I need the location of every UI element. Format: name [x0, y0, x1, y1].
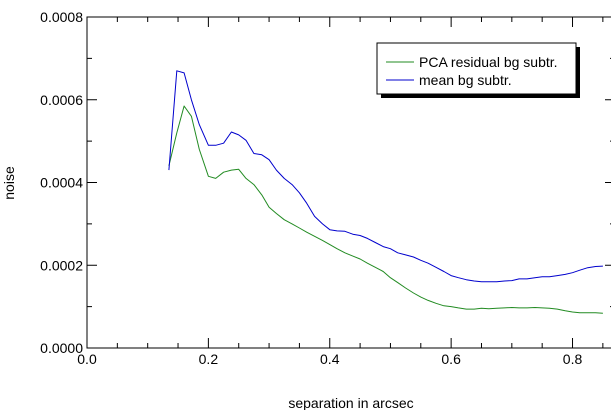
legend-box: [376, 42, 577, 95]
legend: PCA residual bg subtr. mean bg subtr.: [376, 42, 580, 98]
y-tick-label: 0.0006: [40, 92, 83, 108]
x-tick-label: 0.0: [77, 351, 97, 367]
axis-tick-labels: 0.0 0.2 0.4 0.6 0.8 0.0000 0.0002 0.0004 0.0006 0…: [40, 9, 582, 367]
x-axis-label: separation in arcsec: [288, 395, 413, 410]
y-tick-label: 0.0004: [40, 175, 83, 191]
legend-label-mean: mean bg subtr.: [419, 72, 512, 88]
series-lines: [168, 70, 603, 314]
y-tick-label: 0.0008: [40, 9, 83, 25]
x-tick-label: 0.8: [563, 351, 583, 367]
x-tick-label: 0.2: [199, 351, 219, 367]
axis-ticks: [86, 16, 611, 349]
y-tick-label: 0.0002: [40, 257, 83, 273]
legend-label-pca: PCA residual bg subtr.: [419, 54, 558, 70]
series-line-pca: [168, 105, 603, 314]
x-tick-label: 0.6: [441, 351, 461, 367]
series-line-mean: [168, 70, 603, 283]
y-axis-label: noise: [1, 166, 17, 200]
x-tick-label: 0.4: [320, 351, 340, 367]
y-tick-label: 0.0000: [40, 340, 83, 356]
